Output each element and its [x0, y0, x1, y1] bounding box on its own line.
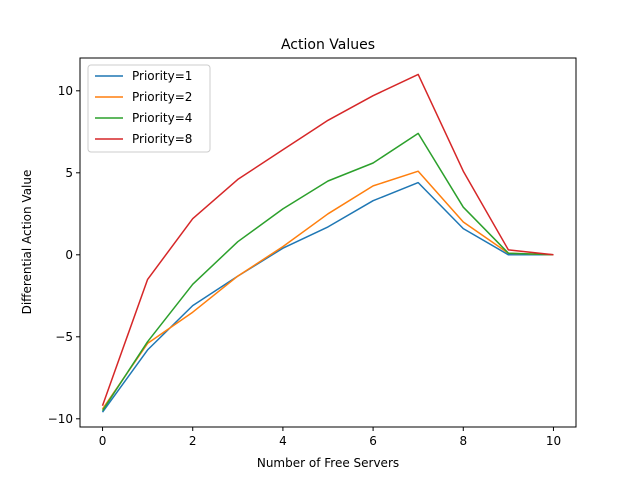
x-tick-label: 0	[99, 434, 107, 448]
y-tick-label: −10	[48, 412, 73, 426]
series-line-3	[101, 73, 554, 406]
y-axis-label: Differential Action Value	[20, 170, 34, 315]
x-axis: 0 2 4 6 8 10	[99, 427, 561, 448]
series-line-1	[101, 170, 554, 410]
y-axis: −10 −5 0 5 10	[48, 84, 80, 426]
series-line-2	[101, 132, 554, 412]
x-axis-label: Number of Free Servers	[257, 456, 399, 470]
legend: Priority=1 Priority=2 Priority=4 Priority=8	[87, 64, 211, 153]
x-tick-label: 2	[189, 434, 197, 448]
plot-lines	[101, 73, 554, 413]
legend-label: Priority=1	[132, 69, 192, 83]
y-tick-label: −5	[55, 330, 73, 344]
legend-box	[87, 64, 211, 153]
x-tick-label: 10	[546, 434, 561, 448]
x-tick-label: 6	[369, 434, 377, 448]
plot-frame	[79, 57, 577, 428]
legend-label: Priority=4	[132, 111, 192, 125]
chart-title: Action Values	[281, 37, 375, 53]
legend-label: Priority=8	[132, 132, 192, 146]
x-tick-label: 4	[279, 434, 287, 448]
y-tick-label: 5	[65, 166, 73, 180]
y-tick-label: 0	[65, 248, 73, 262]
series-line-0	[101, 181, 554, 413]
x-tick-label: 8	[459, 434, 467, 448]
legend-label: Priority=2	[132, 90, 192, 104]
y-tick-label: 10	[58, 84, 73, 98]
